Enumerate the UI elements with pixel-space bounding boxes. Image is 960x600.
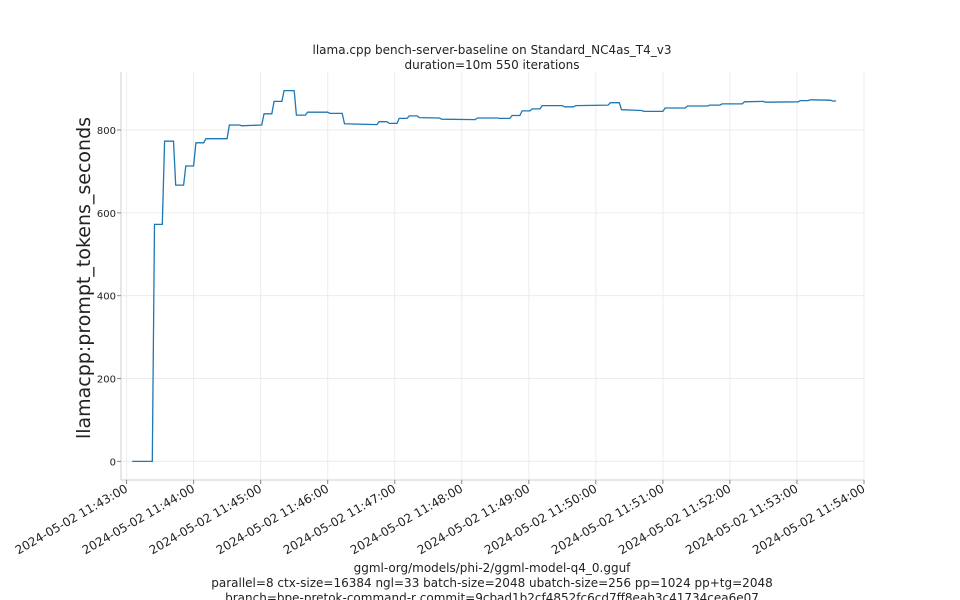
axes-frame [120,72,864,481]
x-tick-label: 2024-05-02 11:53:00 [683,481,800,557]
x-tick-label: 2024-05-02 11:49:00 [415,481,532,557]
y-ticks: 0 200 400 600 800 [97,126,121,468]
x-tick-label: 2024-05-02 11:45:00 [147,481,264,557]
x-tick-label: 2024-05-02 11:51:00 [549,481,666,557]
y-axis-label: llamacpp:prompt_tokens_seconds [73,117,95,439]
chart-subtitle: duration=10m 550 iterations [405,58,580,72]
x-tick-label: 2024-05-02 11:43:00 [13,481,130,557]
x-tick-label: 2024-05-02 11:46:00 [214,481,331,557]
grid [121,72,865,480]
x-axis-label-line-2: parallel=8 ctx-size=16384 ngl=33 batch-s… [211,576,772,590]
x-tick-label: 2024-05-02 11:52:00 [616,481,733,557]
x-tick-label: 2024-05-02 11:48:00 [348,481,465,557]
y-tick-label: 0 [110,457,116,468]
x-axis-label-line-3: branch=bpe-pretok-command-r commit=9cbad… [225,591,759,600]
y-tick-label: 400 [97,292,116,303]
x-tick-label: 2024-05-02 11:50:00 [482,481,599,557]
x-axis-label-line-1: ggml-org/models/phi-2/ggml-model-q4_0.gg… [354,561,632,575]
chart-title: llama.cpp bench-server-baseline on Stand… [313,43,672,57]
y-tick-label: 600 [97,209,116,220]
x-tick-label: 2024-05-02 11:44:00 [80,481,197,557]
x-tick-label: 2024-05-02 11:54:00 [750,481,867,557]
y-tick-label: 200 [97,375,116,386]
x-tick-label: 2024-05-02 11:47:00 [281,481,398,557]
y-tick-label: 800 [97,126,116,137]
series-line [132,89,837,463]
